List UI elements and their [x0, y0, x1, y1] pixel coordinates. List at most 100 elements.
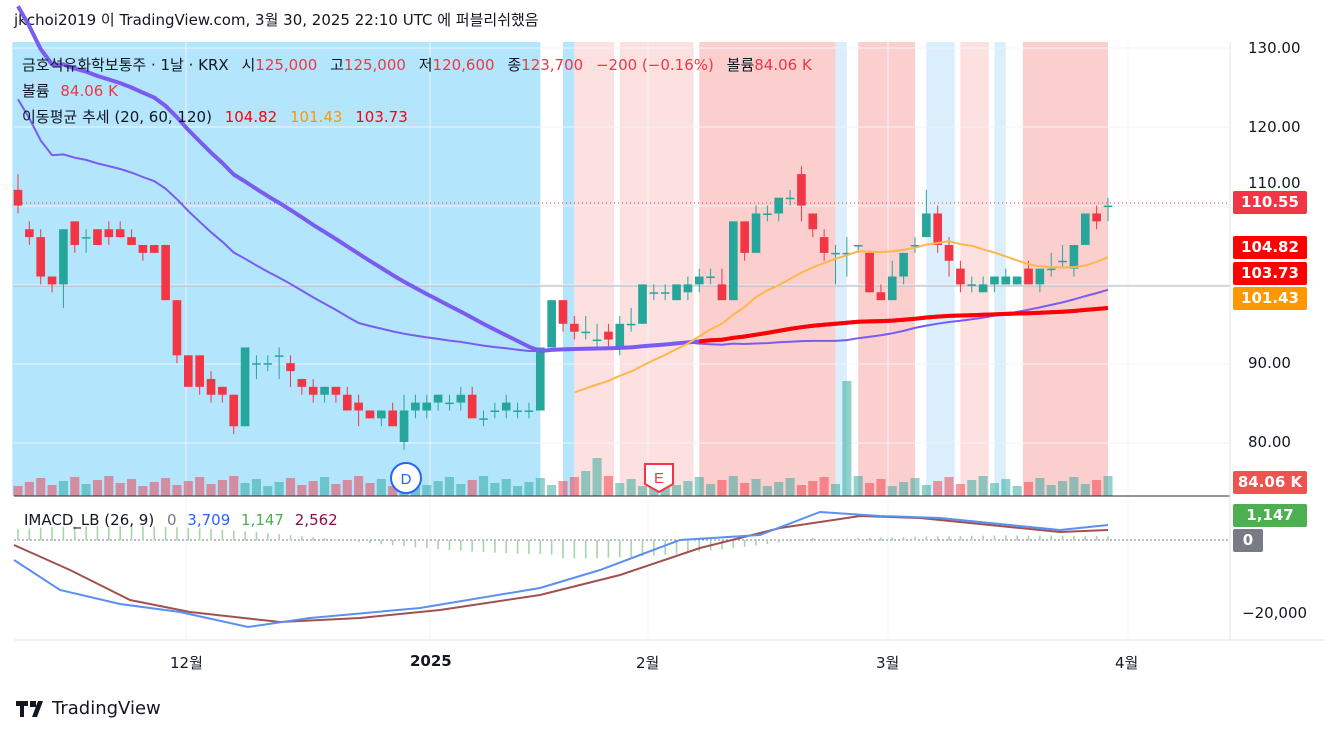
volume-bar	[206, 484, 216, 496]
ma60-line	[17, 98, 1109, 352]
ma120-price-box: 103.73	[1233, 262, 1307, 285]
earnings-letter: E	[654, 470, 664, 487]
macd-hist-bar	[346, 540, 349, 542]
volume-bar	[785, 478, 795, 496]
high-label: 고	[330, 56, 344, 74]
volume-bar	[195, 477, 205, 496]
volume-bar	[626, 479, 636, 496]
candle-body	[47, 276, 57, 285]
candle-body	[183, 355, 193, 387]
candle-body	[81, 237, 91, 239]
macd-hist-bar	[255, 532, 258, 541]
macd-label: IMACD_LB (26, 9)	[24, 511, 155, 529]
volume-bar	[535, 478, 545, 496]
macd-hist-bar	[925, 536, 928, 541]
macd-hist-bar	[28, 528, 31, 541]
dividend-marker: D	[390, 462, 422, 494]
volume-bar	[376, 479, 386, 496]
dividend-letter: D	[401, 471, 412, 488]
candle-body	[229, 394, 239, 427]
macd-hist-bar	[766, 540, 769, 545]
open-value: 125,000	[255, 56, 318, 74]
macd-hist-bar	[1107, 536, 1109, 541]
time-tick: 12월	[170, 654, 203, 672]
volume-bar	[989, 483, 999, 496]
macd-hist-bar	[777, 540, 780, 543]
earnings-marker: E	[644, 463, 674, 494]
candle-body	[638, 284, 647, 324]
volume-bar	[81, 484, 91, 496]
tradingview-brand[interactable]: TradingView	[16, 698, 161, 719]
candle-body	[1035, 268, 1045, 285]
volume-bar	[592, 458, 602, 496]
volume-bar	[1035, 478, 1045, 496]
volume-bar	[104, 476, 114, 496]
macd-hist-bar	[698, 540, 701, 552]
macd-hist-bar	[823, 539, 825, 541]
macd-v1: 3,709	[187, 511, 231, 529]
volume-bar	[1069, 477, 1079, 496]
macd-hist-bar	[573, 540, 576, 559]
volume-bar	[1023, 482, 1034, 496]
volume-bar	[819, 477, 829, 496]
volume-bar	[887, 486, 897, 496]
macd-hist-bar	[164, 526, 167, 541]
regime-band	[619, 42, 694, 496]
candle-body	[36, 237, 46, 277]
macd-hist-bar	[516, 540, 519, 554]
macd-hist-bar	[584, 540, 587, 559]
candle-body	[592, 339, 602, 342]
volume-bar	[740, 483, 750, 496]
macd-hist-bar	[448, 540, 451, 550]
macd-hist-bar	[232, 530, 235, 541]
candle-body	[558, 300, 568, 324]
volume-bar	[581, 471, 591, 496]
candle-body	[808, 213, 818, 230]
candle-body	[649, 292, 659, 294]
candle-body	[672, 284, 681, 301]
candle-body	[774, 197, 784, 214]
candle-body	[956, 268, 965, 285]
macd-hist-bar	[380, 540, 383, 545]
candle-body	[978, 284, 988, 293]
candle-body	[161, 245, 170, 301]
volume-bar	[683, 481, 693, 496]
volume-bar	[183, 481, 193, 496]
regime-band	[835, 42, 847, 496]
candle-body	[535, 347, 545, 411]
candle-body	[490, 410, 500, 412]
volume-label: 볼륨	[726, 56, 755, 74]
price-tick: 90.00	[1248, 354, 1291, 372]
candle-body	[785, 197, 795, 200]
volume-bar	[933, 481, 943, 496]
macd-hist-bar	[993, 535, 996, 541]
volume-bar	[127, 479, 137, 496]
regime-band	[926, 42, 955, 496]
price-tick: 130.00	[1248, 39, 1301, 57]
low-label: 저	[418, 56, 433, 74]
volume-legend: 볼륨 84.06 K	[22, 80, 118, 101]
price-tick: 120.00	[1248, 118, 1301, 136]
volume-bar	[342, 480, 352, 496]
regime-band	[960, 42, 989, 496]
volume-bar	[796, 485, 806, 496]
macd-hist-bar	[460, 540, 462, 551]
macd-hist-bar	[17, 529, 19, 541]
earnings-shape	[644, 463, 674, 494]
macd-hist-bar	[187, 527, 190, 541]
candle-body	[1046, 268, 1056, 271]
macd-hist-bar	[176, 527, 178, 541]
volume-bar	[842, 381, 852, 496]
candle-body	[1012, 276, 1022, 285]
macd-pane	[13, 510, 1230, 629]
volume-bar	[161, 478, 171, 496]
macd-hist-bar	[868, 537, 871, 541]
macd-hist-bar	[857, 538, 860, 541]
volume-bar	[1012, 486, 1022, 496]
volume-bar	[694, 477, 704, 496]
candle-body	[910, 245, 920, 247]
macd-hist-bar	[914, 536, 916, 541]
volume-bar	[115, 483, 125, 496]
candle-body	[206, 378, 216, 395]
